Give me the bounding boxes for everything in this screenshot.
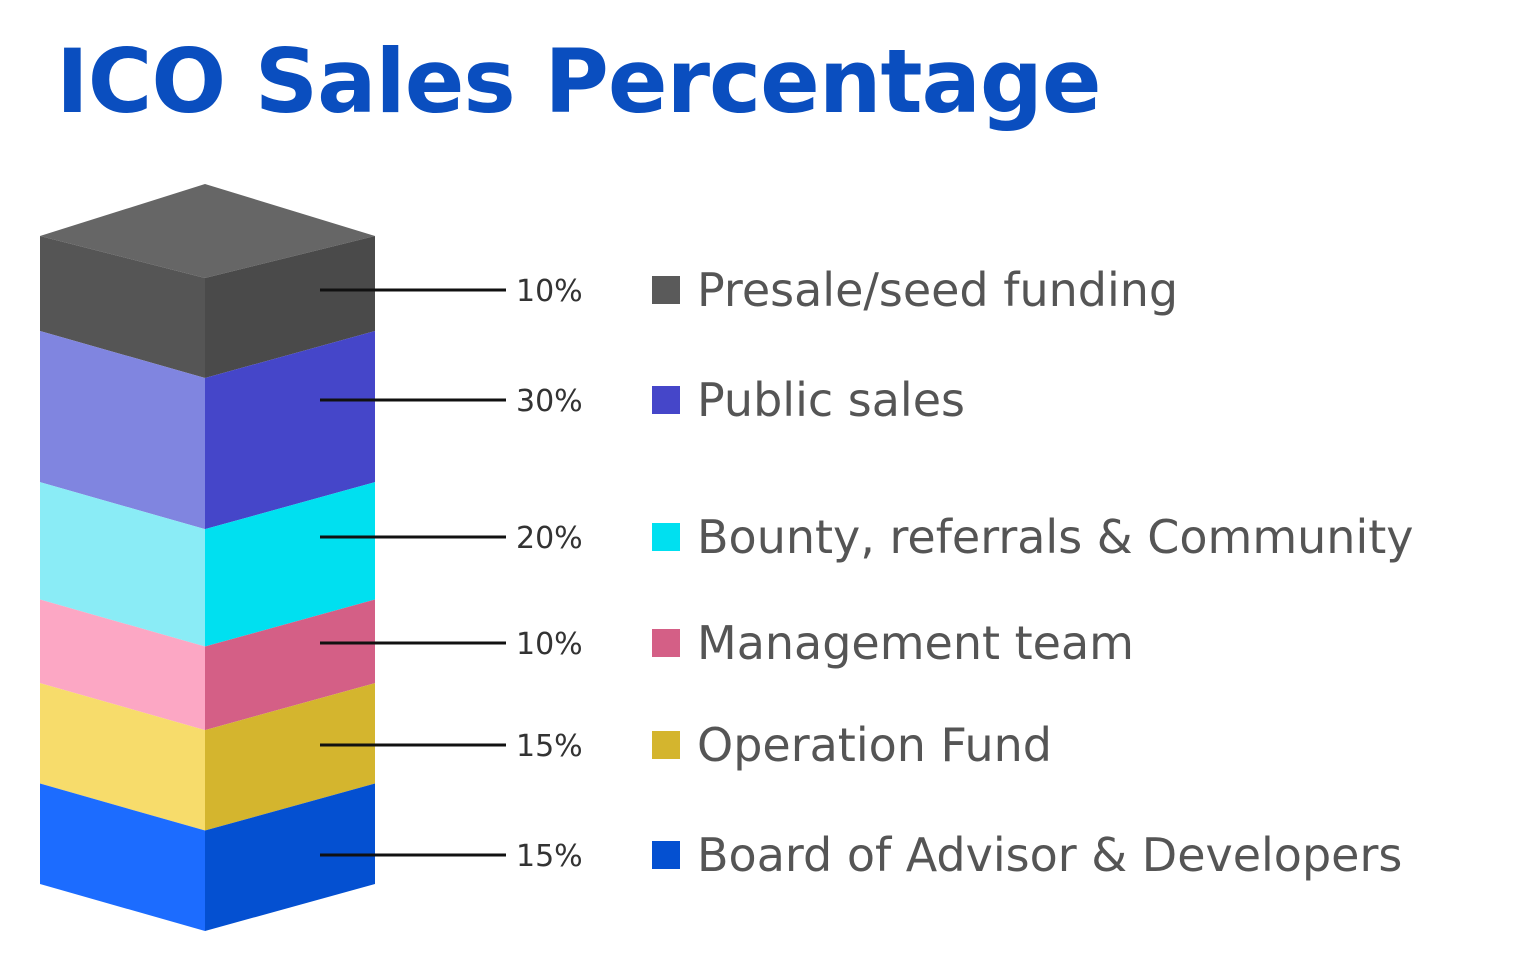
column-band-front-bounty-referrals-community [40,482,205,647]
column-band-side-public-sales [205,331,375,530]
legend-label-board-of-advisor-developers: Board of Advisor & Developers [697,828,1402,882]
legend-swatch-management-team [652,629,680,657]
leader-lines: 10% 30% 20% 10% 15% 15% [320,274,583,874]
column-band-side-operation-fund [205,683,375,831]
legend-swatch-public-sales [652,386,680,414]
legend-label-management-team: Management team [697,616,1134,670]
legend-swatch-operation-fund [652,731,680,759]
column-band-front-board-of-advisor-developers [40,783,205,931]
legend-label-presale-seed-funding: Presale/seed funding [697,263,1178,317]
data-label-management-team: 10% [516,627,583,662]
data-label-operation-fund: 15% [516,729,583,764]
legend-label-public-sales: Public sales [697,373,965,427]
column-band-front-public-sales [40,331,205,530]
column-cap-top-presale-seed-funding [40,184,375,278]
legend-swatch-bounty-referrals-community [652,523,680,551]
data-label-presale-seed-funding: 10% [516,274,583,309]
column-cap-side-presale-seed-funding [205,236,375,378]
column-band-front-operation-fund [40,683,205,831]
legend-label-bounty-referrals-community: Bounty, referrals & Community [697,510,1414,564]
legend: Presale/seed funding Public sales Bounty, … [652,263,1414,882]
legend-swatch-board-of-advisor-developers [652,841,680,869]
legend-label-operation-fund: Operation Fund [697,718,1052,772]
data-label-public-sales: 30% [516,384,583,419]
data-label-board-of-advisor-developers: 15% [516,839,583,874]
column-band-front-management-team [40,599,205,731]
column-band-side-bounty-referrals-community [205,482,375,647]
data-label-bounty-referrals-community: 20% [516,521,583,556]
column-band-side-board-of-advisor-developers [205,783,375,931]
page-title: ICO Sales Percentage [56,30,1102,133]
column-3d [40,184,375,931]
column-band-side-management-team [205,599,375,731]
legend-swatch-presale-seed-funding [652,276,680,304]
column-cap-front-presale-seed-funding [40,236,205,378]
